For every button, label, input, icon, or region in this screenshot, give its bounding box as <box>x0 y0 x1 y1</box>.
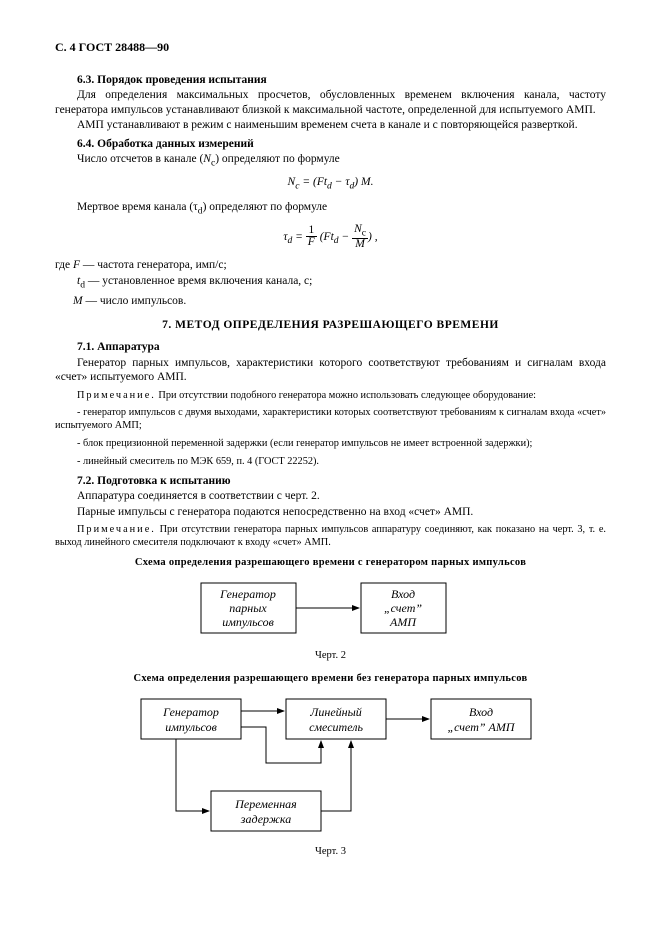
fig2-caption: Схема определения разрешающего времени с… <box>55 556 606 569</box>
para-7-1-1: Генератор парных импульсов, характеристи… <box>55 356 606 385</box>
fig2-box1-l2: парных <box>229 601 267 615</box>
fig2-label: Черт. 2 <box>55 649 606 662</box>
where-line-td: td — установленное время включения канал… <box>55 274 606 291</box>
note-7-1-l2: - блок прецизионной переменной задержки … <box>55 438 606 451</box>
heading-7: 7. МЕТОД ОПРЕДЕЛЕНИЯ РАЗРЕШАЮЩЕГО ВРЕМЕН… <box>55 318 606 332</box>
fig2-box1-l1: Генератор <box>219 587 276 601</box>
note-7-1-body: При отсутствии подобного генератора можн… <box>158 390 536 401</box>
fig2-box1-l3: импульсов <box>222 615 274 629</box>
fig2-box2-l2: „счет” <box>383 601 421 615</box>
para-6-4-2: Мертвое время канала (τd) определяют по … <box>55 200 606 217</box>
fig2-box2-l3: АМП <box>389 615 417 629</box>
note-7-2: Примечание. При отсутствии генератора па… <box>55 524 606 550</box>
heading-7-2: 7.2. Подготовка к испытанию <box>55 474 606 488</box>
fig3-gen-l1: Генератор <box>162 705 219 719</box>
fig3-in-l1: Вход <box>468 705 492 719</box>
heading-7-1: 7.1. Аппаратура <box>55 340 606 354</box>
fig3-del-l2: задержка <box>239 812 290 826</box>
page-header: С. 4 ГОСТ 28488—90 <box>55 40 606 55</box>
para-7-2-1: Аппаратура соединяется в соответствии с … <box>55 489 606 503</box>
fig3-in-l2: „счет” АМП <box>447 720 515 734</box>
para-7-2-2: Парные импульсы с генератора подаются не… <box>55 505 606 519</box>
where-line-F: где F — частота генератора, имп/с; <box>55 258 606 272</box>
formula-nc: Nc = (Ftd − τd) M. <box>55 175 606 192</box>
fig3-mix-l1: Линейный <box>309 705 362 719</box>
note-7-2-lead: Примечание. <box>77 524 156 535</box>
note-7-1: Примечание. При отсутствии подобного ген… <box>55 390 606 403</box>
fig3-diagram: Генератор импульсов Линейный смеситель В… <box>55 691 606 841</box>
heading-6-3: 6.3. Порядок проведения испытания <box>55 73 606 87</box>
fig3-label: Черт. 3 <box>55 845 606 858</box>
note-7-1-l3: - линейный смеситель по МЭК 659, п. 4 (Г… <box>55 456 606 469</box>
fig2-diagram: Генератор парных импульсов Вход „счет” А… <box>55 575 606 645</box>
para-6-3-2: АМП устанавливают в режим с наименьшим в… <box>55 118 606 132</box>
fig3-del-l1: Переменная <box>234 797 297 811</box>
fig3-caption: Схема определения разрешающего времени б… <box>55 672 606 685</box>
note-7-1-lead: Примечание. <box>77 390 156 401</box>
where-line-M: M — число импульсов. <box>55 294 606 308</box>
para-6-4-1: Число отсчетов в канале (Nc) определяют … <box>55 152 606 169</box>
fig2-box2-l1: Вход <box>390 587 414 601</box>
heading-6-4: 6.4. Обработка данных измерений <box>55 137 606 151</box>
fig3-gen-l2: импульсов <box>165 720 217 734</box>
para-6-3-1: Для определения максимальных просчетов, … <box>55 88 606 117</box>
formula-td: τd = 1 F (Ftd − Nc M ) , <box>55 224 606 250</box>
note-7-1-l1: - генератор импульсов с двумя выходами, … <box>55 407 606 433</box>
fig3-mix-l2: смеситель <box>309 720 363 734</box>
